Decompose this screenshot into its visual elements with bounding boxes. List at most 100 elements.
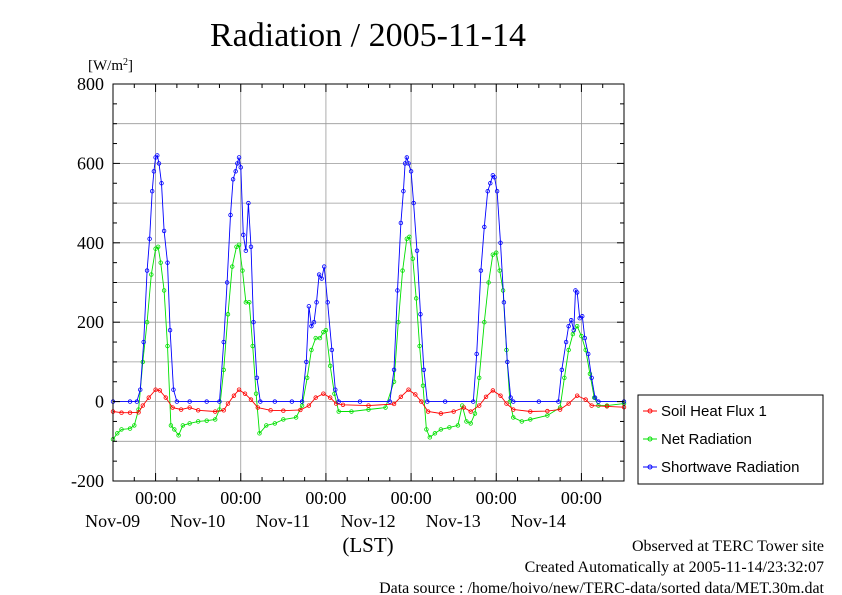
data-point	[325, 300, 330, 305]
data-point	[314, 300, 319, 305]
data-point	[432, 431, 438, 436]
data-point	[574, 290, 580, 295]
data-point	[195, 419, 201, 424]
y-tick-label: 0	[95, 392, 104, 412]
data-point	[163, 395, 169, 400]
data-point	[556, 399, 561, 404]
legend: Soil Heat Flux 1 Net Radiation Shortwave R…	[637, 394, 824, 485]
data-point	[161, 228, 167, 234]
x-tick-date-label: Nov-11	[256, 511, 310, 531]
data-point	[119, 410, 124, 415]
data-point	[268, 408, 273, 413]
data-point	[570, 331, 576, 337]
data-point	[414, 248, 420, 253]
data-point	[255, 405, 260, 410]
data-point	[485, 188, 490, 194]
data-point	[447, 425, 452, 430]
data-point	[408, 169, 414, 174]
data-point	[511, 399, 516, 404]
data-point	[180, 423, 186, 428]
data-point	[167, 327, 173, 333]
data-point	[204, 418, 209, 423]
data-point	[536, 399, 542, 404]
data-point	[298, 407, 303, 413]
data-point	[304, 375, 310, 380]
data-point	[293, 415, 299, 420]
data-point	[490, 252, 496, 257]
data-point	[566, 323, 571, 329]
x-tick-date-label: Nov-09	[85, 511, 140, 531]
data-point	[477, 403, 482, 408]
x-axis-label: (LST)	[342, 533, 393, 557]
data-point	[158, 260, 163, 265]
data-point	[127, 410, 133, 415]
data-point	[230, 264, 235, 269]
data-point	[406, 387, 411, 392]
data-point	[248, 397, 254, 402]
data-point	[134, 399, 140, 404]
data-point	[333, 387, 338, 392]
data-point	[155, 244, 161, 249]
data-point	[233, 169, 238, 174]
data-point	[482, 320, 487, 325]
data-point	[586, 351, 591, 357]
data-point	[174, 399, 180, 404]
y-tick-label: -200	[71, 471, 104, 491]
data-point	[425, 409, 431, 414]
data-point	[419, 399, 424, 404]
data-point	[272, 399, 278, 404]
data-point	[257, 431, 262, 436]
data-point	[176, 433, 181, 438]
data-point	[357, 399, 363, 404]
data-point	[246, 200, 251, 206]
data-point	[264, 423, 269, 428]
data-point	[187, 405, 192, 410]
data-point	[488, 181, 493, 186]
data-point	[132, 423, 137, 428]
data-point	[235, 161, 240, 166]
data-point	[187, 399, 192, 404]
data-point	[451, 409, 456, 414]
data-point	[391, 367, 397, 373]
data-point	[505, 359, 510, 365]
data-point	[497, 268, 502, 273]
data-point	[582, 335, 588, 341]
data-point	[236, 242, 242, 247]
data-point	[579, 333, 584, 339]
data-point	[165, 343, 170, 349]
data-point	[438, 427, 444, 432]
data-point	[442, 399, 448, 404]
legend-swatch-marker	[647, 408, 653, 414]
data-point	[545, 413, 550, 418]
data-point	[425, 399, 430, 404]
data-point	[404, 155, 410, 160]
data-point	[272, 421, 278, 426]
data-point	[217, 399, 222, 404]
data-point	[250, 343, 255, 349]
data-point	[281, 408, 286, 413]
legend-label: Net Radiation	[661, 431, 752, 448]
data-point	[253, 391, 259, 396]
data-point	[289, 399, 295, 404]
data-point	[306, 403, 312, 408]
data-point	[241, 232, 246, 238]
data-point	[504, 401, 509, 406]
data-point	[317, 335, 323, 341]
data-point	[508, 395, 513, 400]
series-layer	[110, 153, 627, 442]
series-line	[112, 235, 625, 440]
data-point	[140, 403, 146, 408]
data-point	[115, 431, 120, 436]
data-point	[571, 327, 576, 333]
legend-label: Soil Heat Flux 1	[661, 403, 767, 420]
data-point	[151, 169, 157, 174]
data-point	[225, 312, 231, 317]
data-point	[589, 375, 594, 380]
data-point	[146, 395, 151, 400]
data-point	[511, 415, 516, 420]
data-point	[236, 155, 242, 160]
data-point	[212, 409, 218, 414]
data-point	[421, 367, 427, 373]
x-tick-time-label: 00:00	[476, 488, 517, 508]
